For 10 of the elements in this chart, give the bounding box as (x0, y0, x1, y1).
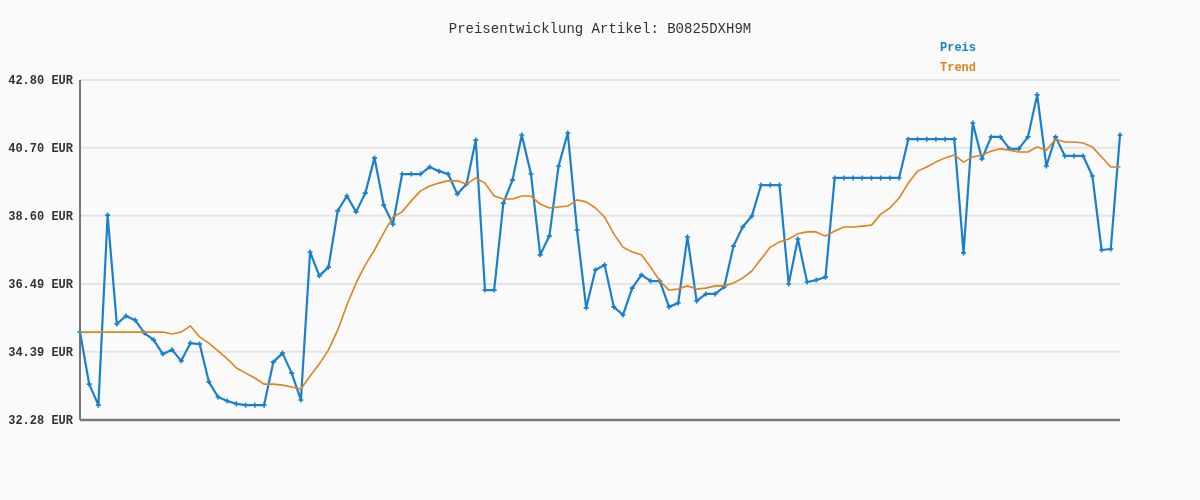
y-tick-label: 36.49 EUR (8, 278, 74, 293)
y-tick-label: 34.39 EUR (8, 346, 74, 361)
line-series (79, 138, 1121, 390)
y-tick-label: 40.70 EUR (8, 142, 74, 157)
chart-title: Preisentwicklung Artikel: B0825DXH9M (448, 21, 752, 37)
text: Preis (940, 41, 977, 55)
y-tick-label: 38.60 EUR (8, 209, 74, 224)
y-tick-label: 42.80 EUR (8, 74, 74, 89)
text: Trend (940, 61, 977, 75)
y-tick-label: 32.28 EUR (8, 414, 74, 429)
